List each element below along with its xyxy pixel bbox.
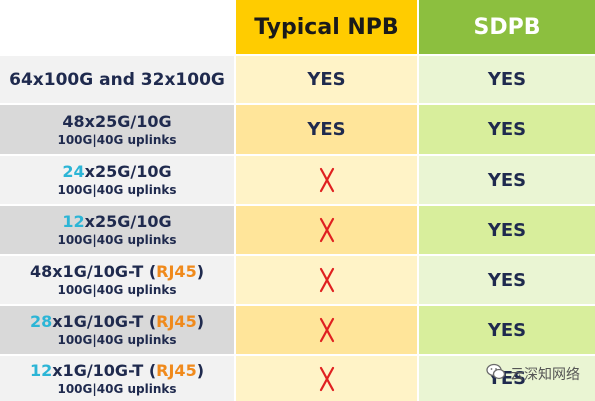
table-row: 12x1G/10G-T (RJ45) 100G|40G uplinks YES bbox=[0, 356, 595, 401]
feature-uplinks: 100G|40G uplinks bbox=[57, 283, 177, 297]
header-blank-cell bbox=[0, 0, 234, 54]
feature-text: 64x100G and 32x100G bbox=[9, 69, 225, 90]
feature-cell: 48x1G/10G-T (RJ45) 100G|40G uplinks bbox=[0, 256, 234, 304]
feature-text: 48x1G/10G-T bbox=[29, 262, 149, 281]
feature-cell: 12x25G/10G 100G|40G uplinks bbox=[0, 206, 234, 254]
feature-cell: 48x25G/10G 100G|40G uplinks bbox=[0, 105, 234, 154]
header-typical-npb: Typical NPB bbox=[236, 0, 417, 54]
feature-uplinks: 100G|40G uplinks bbox=[57, 183, 177, 197]
paren-close: ) bbox=[196, 312, 205, 331]
npb-cell bbox=[236, 306, 417, 354]
feature-label: 12x1G/10G-T (RJ45) bbox=[30, 361, 204, 381]
sdpb-cell: YES bbox=[419, 105, 595, 154]
table-row: 48x25G/10G 100G|40G uplinks YES YES bbox=[0, 105, 595, 154]
feature-uplinks: 100G|40G uplinks bbox=[57, 132, 177, 147]
npb-cell bbox=[236, 356, 417, 401]
header-sdpb: SDPB bbox=[419, 0, 595, 54]
feature-cell: 24x25G/10G 100G|40G uplinks bbox=[0, 156, 234, 204]
sdpb-yes: YES bbox=[487, 319, 527, 341]
sdpb-cell: YES bbox=[419, 356, 595, 401]
feature-label: 64x100G and 32x100G bbox=[9, 70, 225, 90]
feature-text: 48x25G/10G bbox=[62, 111, 172, 131]
npb-cell bbox=[236, 206, 417, 254]
feature-cell: 28x1G/10G-T (RJ45) 100G|40G uplinks bbox=[0, 306, 234, 354]
feature-text: x25G/10G bbox=[84, 162, 172, 181]
paren-close: ) bbox=[196, 262, 205, 281]
feature-label: 12x25G/10G bbox=[62, 212, 171, 232]
feature-label: 28x1G/10G-T (RJ45) bbox=[30, 312, 204, 332]
sdpb-cell: YES bbox=[419, 56, 595, 103]
feature-label: 48x25G/10G bbox=[62, 112, 171, 132]
npb-cell bbox=[236, 156, 417, 204]
cross-icon bbox=[317, 216, 337, 244]
npb-cell: YES bbox=[236, 105, 417, 154]
sdpb-cell: YES bbox=[419, 206, 595, 254]
feature-label: 48x1G/10G-T (RJ45) bbox=[30, 262, 204, 282]
paren-close: ) bbox=[196, 360, 205, 380]
feature-count: 12 bbox=[62, 212, 85, 231]
sdpb-yes: YES bbox=[487, 119, 527, 140]
feature-label: 24x25G/10G bbox=[62, 162, 171, 182]
feature-cell: 64x100G and 32x100G bbox=[0, 56, 234, 103]
feature-uplinks: 100G|40G uplinks bbox=[57, 381, 177, 396]
table-row: 24x25G/10G 100G|40G uplinks YES bbox=[0, 156, 595, 204]
sdpb-yes: YES bbox=[487, 69, 527, 90]
feature-count: 24 bbox=[62, 162, 85, 181]
sdpb-yes: YES bbox=[487, 169, 527, 191]
feature-cell: 12x1G/10G-T (RJ45) 100G|40G uplinks bbox=[0, 356, 234, 401]
wechat-icon bbox=[486, 363, 506, 385]
npb-cell: YES bbox=[236, 56, 417, 103]
cross-icon bbox=[317, 266, 337, 294]
table-row: 28x1G/10G-T (RJ45) 100G|40G uplinks YES bbox=[0, 306, 595, 354]
sdpb-yes: YES bbox=[487, 219, 527, 241]
rj45-label: RJ45 bbox=[156, 360, 197, 380]
feature-uplinks: 100G|40G uplinks bbox=[57, 333, 177, 347]
table-row: 12x25G/10G 100G|40G uplinks YES bbox=[0, 206, 595, 254]
cross-icon bbox=[317, 365, 337, 393]
feature-text: x25G/10G bbox=[84, 212, 172, 231]
npb-cell bbox=[236, 256, 417, 304]
paren-open: ( bbox=[148, 262, 157, 281]
rj45-label: RJ45 bbox=[156, 312, 197, 331]
feature-uplinks: 100G|40G uplinks bbox=[57, 233, 177, 247]
rj45-label: RJ45 bbox=[156, 262, 197, 281]
watermark: 云深知网络 bbox=[486, 363, 591, 385]
paren-open: ( bbox=[148, 312, 157, 331]
table-row: 64x100G and 32x100G YES YES bbox=[0, 56, 595, 103]
watermark-text: 云深知网络 bbox=[510, 367, 580, 383]
table-row: 48x1G/10G-T (RJ45) 100G|40G uplinks YES bbox=[0, 256, 595, 304]
sdpb-cell: YES bbox=[419, 156, 595, 204]
sdpb-yes: YES bbox=[487, 269, 527, 291]
cross-icon bbox=[317, 316, 337, 344]
feature-text: x1G/10G-T bbox=[52, 312, 149, 331]
paren-open: ( bbox=[148, 360, 157, 380]
feature-count: 12 bbox=[29, 360, 53, 380]
cross-icon bbox=[317, 166, 337, 194]
feature-count: 28 bbox=[29, 312, 53, 331]
npb-yes: YES bbox=[307, 119, 346, 140]
sdpb-cell: YES bbox=[419, 256, 595, 304]
feature-text: x1G/10G-T bbox=[52, 360, 149, 380]
npb-yes: YES bbox=[307, 69, 346, 90]
sdpb-cell: YES bbox=[419, 306, 595, 354]
